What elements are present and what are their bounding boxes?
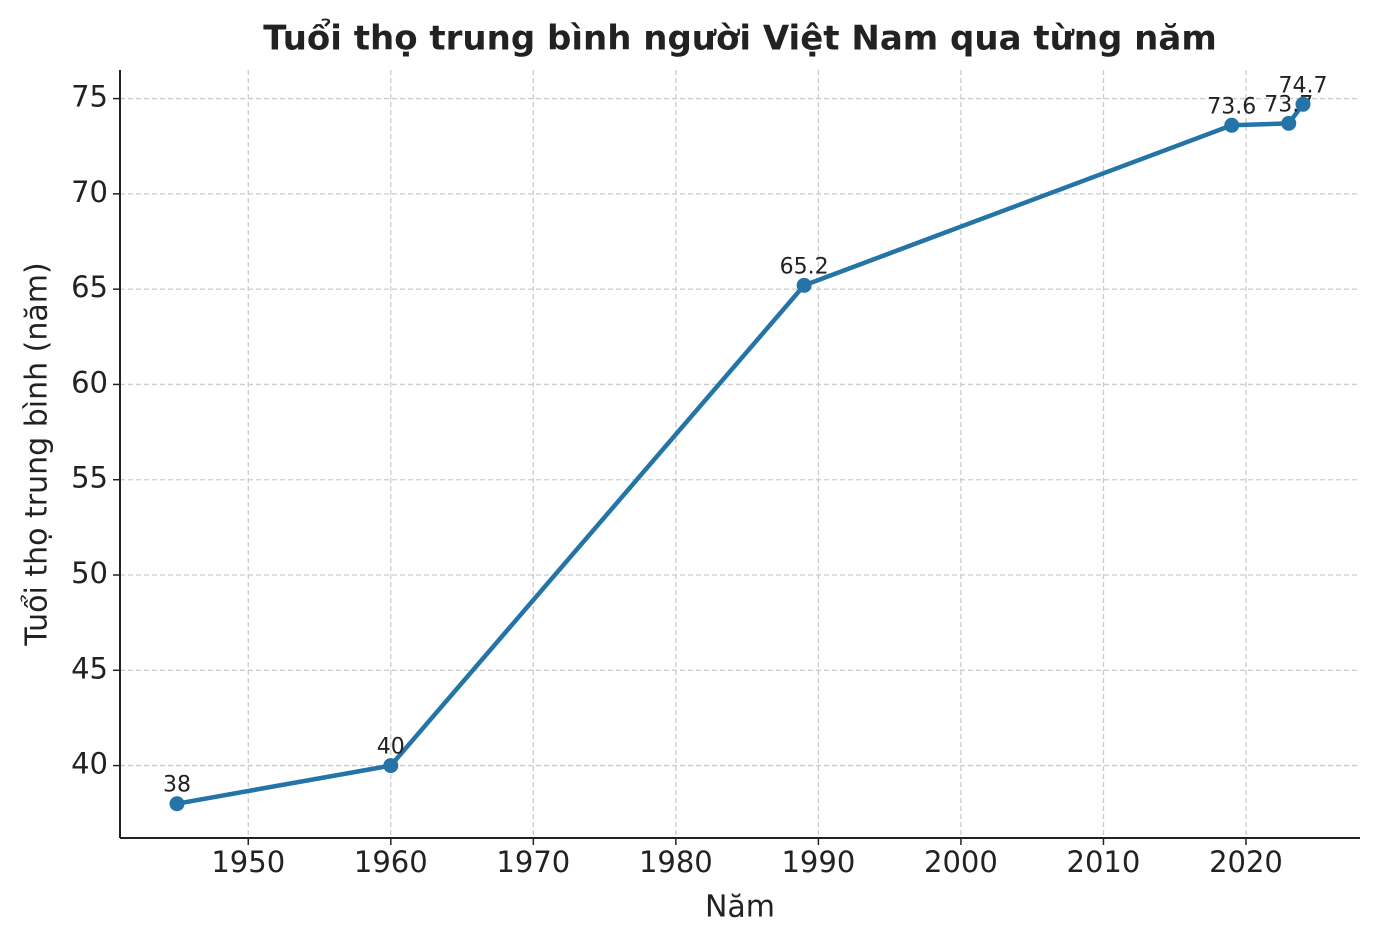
y-tick-label: 75	[71, 80, 108, 114]
marker	[169, 796, 185, 812]
x-tick-label: 2000	[924, 845, 998, 879]
marker	[383, 758, 399, 774]
x-tick-label: 2010	[1067, 845, 1141, 879]
y-tick-label: 50	[71, 556, 108, 590]
x-tick-label: 1990	[781, 845, 855, 879]
y-tick-label: 60	[71, 365, 108, 399]
y-tick-label: 70	[71, 175, 108, 209]
marker	[796, 277, 812, 293]
x-tick-label: 1980	[639, 845, 713, 879]
data-label: 40	[377, 735, 405, 760]
y-tick-label: 45	[71, 651, 108, 685]
data-label: 74.7	[1278, 73, 1327, 98]
marker	[1281, 115, 1297, 131]
x-tick-label: 1960	[354, 845, 428, 879]
data-label: 38	[163, 773, 191, 798]
chart-title: Tuổi thọ trung bình người Việt Nam qua t…	[263, 18, 1217, 59]
x-tick-label: 2020	[1209, 845, 1283, 879]
y-tick-label: 55	[71, 461, 108, 495]
data-label: 65.2	[780, 254, 829, 279]
marker	[1295, 96, 1311, 112]
y-tick-label: 65	[71, 270, 108, 304]
data-label: 73.6	[1207, 94, 1256, 119]
y-tick-label: 40	[71, 747, 108, 781]
line	[176, 102, 1305, 806]
marker	[1224, 117, 1240, 133]
y-axis-label: Tuổi thọ trung bình (năm)	[19, 262, 55, 646]
x-axis-label: Năm	[705, 890, 775, 925]
x-tick-label: 1950	[211, 845, 285, 879]
x-tick-label: 1970	[496, 845, 570, 879]
